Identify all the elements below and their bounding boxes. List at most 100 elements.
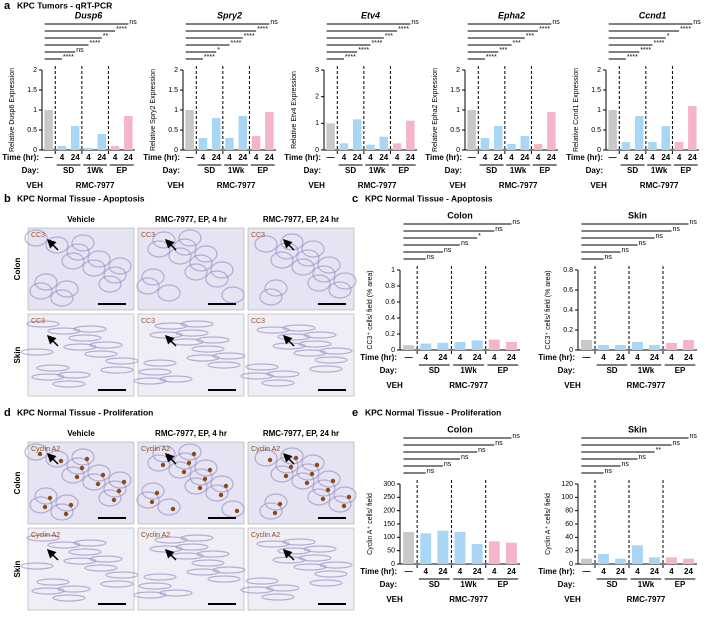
y-axis-label: Relative Etv4 Expression <box>291 71 298 149</box>
tissue <box>266 370 300 378</box>
tissue <box>280 447 304 465</box>
significance-label: ** <box>103 33 109 40</box>
y-tick-label: 120 <box>561 481 573 488</box>
y-tick-label: 0 <box>569 347 573 354</box>
significance-label: **** <box>539 26 550 33</box>
stain-label: Cyclin A2 <box>31 532 60 539</box>
bar <box>615 345 626 350</box>
significance-label: ns <box>478 447 486 454</box>
time-label: 4 <box>635 353 640 362</box>
tissue <box>207 575 241 583</box>
bar <box>520 136 530 150</box>
group-label: RMC-7977 <box>499 181 538 190</box>
time-label: 4 <box>601 353 606 362</box>
bar <box>507 144 516 150</box>
time-label: 24 <box>124 153 133 162</box>
y-axis-label: CC3⁺ cells/ field (% area) <box>367 270 374 349</box>
bar <box>674 142 684 150</box>
tissue <box>301 240 325 258</box>
bar <box>649 557 660 564</box>
time-label: 4 <box>669 567 674 576</box>
time-label: 24 <box>688 153 697 162</box>
group-label: VEH <box>564 381 581 390</box>
tissue <box>282 538 316 546</box>
time-row-label: Time (hr): <box>143 153 180 162</box>
day-label: EP <box>675 580 686 589</box>
significance-label: * <box>478 233 481 240</box>
tissue <box>270 251 294 269</box>
tissue <box>141 482 165 500</box>
stain-label: Cyclin A2 <box>31 446 60 453</box>
bar <box>581 340 592 350</box>
group-label: RMC-7977 <box>627 381 666 390</box>
bar <box>488 541 500 564</box>
column-header: RMC-7977, EP, 4 hr <box>155 215 227 224</box>
time-label: 4 <box>601 567 606 576</box>
stain-spot <box>309 471 315 477</box>
tissue <box>168 247 192 265</box>
tissue <box>309 579 343 587</box>
bar <box>488 339 500 350</box>
tissue <box>205 484 229 502</box>
tissue <box>20 348 54 356</box>
day-row-label: Day: <box>304 166 321 175</box>
y-tick-label: 1 <box>174 107 178 114</box>
tissue <box>138 368 172 376</box>
arrow <box>46 452 59 465</box>
significance-label: *** <box>385 33 393 40</box>
tissue <box>296 249 320 267</box>
group-label: VEH <box>167 181 184 190</box>
chart-title: Skin <box>628 210 647 220</box>
tissue <box>71 234 95 252</box>
group-label: VEH <box>564 595 581 604</box>
y-tick-label: 2 <box>174 67 178 74</box>
tissue <box>298 340 332 348</box>
tissue <box>152 445 176 463</box>
stain-spot <box>95 481 101 487</box>
tissue <box>314 356 348 364</box>
bar <box>649 345 660 350</box>
significance-label: ns <box>512 219 520 226</box>
group-label: VEH <box>590 181 607 190</box>
time-label: — <box>583 353 591 362</box>
tissue <box>254 449 278 467</box>
time-row-label: Time (hr): <box>2 153 39 162</box>
tissue <box>82 259 106 277</box>
time-label: 24 <box>71 153 80 162</box>
y-tick-label: 20 <box>565 548 573 555</box>
stain-spot <box>341 503 347 509</box>
stain-spot <box>160 462 166 468</box>
tissue <box>191 559 225 567</box>
chart-title: Ccnd1 <box>639 10 667 20</box>
y-tick-label: 40 <box>565 534 573 541</box>
stain-spot <box>272 510 278 516</box>
tissue <box>184 477 208 495</box>
stain-label: Cyclin A2 <box>141 446 170 453</box>
chart-title: Spry2 <box>217 10 242 20</box>
time-label: 4 <box>60 153 65 162</box>
tissue <box>205 270 229 288</box>
stain-label: Cyclin A2 <box>251 446 280 453</box>
tissue <box>157 284 181 302</box>
significance-label: * <box>217 47 220 54</box>
tissue <box>71 448 95 466</box>
time-label: 24 <box>684 353 693 362</box>
day-label: SD <box>429 580 440 589</box>
tissue <box>196 550 230 558</box>
time-label: 4 <box>368 153 373 162</box>
significance-label: **** <box>640 47 651 54</box>
tissue <box>178 443 202 461</box>
day-label: 1Wk <box>460 366 477 375</box>
stain-spot <box>186 460 192 466</box>
time-label: 24 <box>650 567 659 576</box>
tissue <box>36 578 70 586</box>
bar <box>471 340 483 350</box>
stain-label: CC3 <box>141 232 155 239</box>
chart-title: Etv4 <box>361 10 380 20</box>
y-tick-label: 0 <box>391 347 395 354</box>
significance-label: **** <box>204 54 215 61</box>
significance-label: ns <box>76 47 84 54</box>
y-tick-label: 0.4 <box>563 307 573 314</box>
stain-spot <box>207 467 213 473</box>
